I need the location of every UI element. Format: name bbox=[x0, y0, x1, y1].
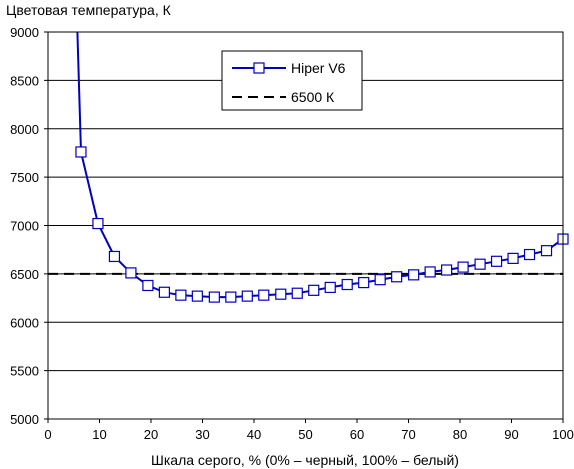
data-point-hiper-v6 bbox=[507, 252, 519, 264]
data-point-hiper-v6 bbox=[441, 264, 453, 276]
x-tick-labels: 0 10 20 30 40 50 60 70 80 90 100 bbox=[44, 419, 574, 442]
data-point-hiper-v6 bbox=[358, 276, 370, 289]
data-point-hiper-v6 bbox=[540, 245, 553, 257]
x-tick-label: 10 bbox=[92, 427, 106, 442]
data-point-hiper-v6 bbox=[391, 271, 403, 283]
data-point-hiper-v6 bbox=[457, 261, 469, 273]
x-tick-label: 60 bbox=[350, 427, 364, 442]
legend-label-hiper: Hiper V6 bbox=[291, 60, 346, 76]
legend-marker-hiper bbox=[253, 62, 265, 74]
x-tick-label: 0 bbox=[44, 427, 51, 442]
legend-label-6500: 6500 К bbox=[291, 89, 335, 105]
data-point-hiper-v6 bbox=[258, 289, 270, 301]
y-tick-label: 9000 bbox=[10, 25, 39, 40]
data-point-hiper-v6 bbox=[75, 146, 87, 158]
data-point-hiper-v6 bbox=[408, 269, 420, 281]
y-tick-label: 6500 bbox=[10, 267, 39, 282]
data-point-hiper-v6 bbox=[291, 287, 303, 299]
data-point-hiper-v6 bbox=[125, 267, 137, 279]
y-axis-title: Цветовая температура, К bbox=[6, 2, 172, 18]
y-tick-labels: 5000 5500 6000 6500 7000 7500 8000 8500 9000 bbox=[10, 25, 48, 427]
x-tick-label: 20 bbox=[144, 427, 158, 442]
data-point-hiper-v6 bbox=[225, 291, 237, 303]
y-tick-label: 8500 bbox=[10, 73, 39, 88]
data-point-hiper-v6 bbox=[208, 291, 220, 303]
grid-lines bbox=[48, 79, 563, 372]
y-tick-label: 5500 bbox=[10, 364, 39, 379]
data-point-hiper-v6 bbox=[424, 266, 436, 278]
data-point-hiper-v6 bbox=[241, 290, 253, 302]
data-point-hiper-v6 bbox=[523, 248, 536, 261]
y-tick-label: 7500 bbox=[10, 170, 39, 185]
data-point-hiper-v6 bbox=[142, 279, 154, 292]
data-point-hiper-v6 bbox=[308, 284, 320, 296]
data-point-hiper-v6 bbox=[92, 217, 104, 230]
plot-area bbox=[48, 31, 569, 303]
x-tick-label: 90 bbox=[504, 427, 518, 442]
data-point-hiper-v6 bbox=[191, 290, 203, 302]
y-tick-label: 7000 bbox=[10, 219, 39, 234]
data-point-hiper-v6 bbox=[374, 274, 386, 286]
x-axis-title: Шкала серого, % (0% – черный, 100% – бел… bbox=[151, 452, 459, 468]
y-tick-label: 6000 bbox=[10, 315, 39, 330]
x-tick-label: 80 bbox=[453, 427, 467, 442]
legend: Hiper V6 6500 К bbox=[221, 50, 363, 111]
x-tick-label: 40 bbox=[247, 427, 261, 442]
data-point-hiper-v6 bbox=[275, 288, 287, 300]
x-tick-label: 30 bbox=[195, 427, 209, 442]
data-point-hiper-v6 bbox=[175, 289, 187, 301]
data-point-hiper-v6 bbox=[490, 255, 503, 267]
x-tick-label: 50 bbox=[298, 427, 312, 442]
x-tick-label: 100 bbox=[552, 427, 574, 442]
data-point-hiper-v6 bbox=[474, 258, 486, 270]
y-tick-label: 8000 bbox=[10, 122, 39, 137]
x-tick-label: 70 bbox=[401, 427, 415, 442]
data-point-hiper-v6 bbox=[341, 278, 353, 291]
legend-box bbox=[221, 50, 363, 111]
plot-frame bbox=[47, 31, 564, 420]
data-point-hiper-v6 bbox=[158, 286, 170, 298]
y-tick-label: 5000 bbox=[10, 412, 39, 427]
data-point-hiper-v6 bbox=[324, 281, 336, 294]
data-point-hiper-v6 bbox=[108, 250, 121, 263]
